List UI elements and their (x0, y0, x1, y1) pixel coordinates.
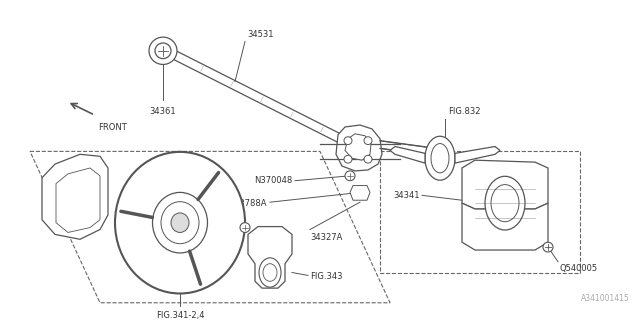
Ellipse shape (152, 192, 207, 253)
Text: FIG.343: FIG.343 (310, 272, 342, 281)
Text: A341001415: A341001415 (581, 294, 630, 303)
Text: 98788A: 98788A (234, 199, 267, 208)
Ellipse shape (425, 136, 455, 180)
Text: 34327A: 34327A (310, 233, 342, 243)
Circle shape (149, 37, 177, 64)
Text: 34531: 34531 (247, 30, 273, 39)
Text: 34361: 34361 (150, 108, 176, 116)
Polygon shape (390, 147, 425, 163)
Circle shape (344, 137, 352, 145)
Ellipse shape (115, 152, 245, 293)
Circle shape (364, 137, 372, 145)
Text: 34341: 34341 (394, 191, 420, 200)
Ellipse shape (485, 176, 525, 230)
Polygon shape (336, 125, 382, 171)
Polygon shape (455, 147, 500, 163)
Circle shape (240, 223, 250, 232)
Ellipse shape (171, 213, 189, 232)
Polygon shape (462, 203, 548, 250)
Text: FIG.832: FIG.832 (448, 107, 481, 116)
Circle shape (344, 155, 352, 163)
Polygon shape (350, 186, 370, 200)
Polygon shape (248, 227, 292, 288)
Text: N370048: N370048 (253, 176, 292, 185)
Text: FIG.341-2,4: FIG.341-2,4 (156, 311, 204, 320)
Circle shape (345, 171, 355, 181)
Polygon shape (42, 154, 108, 239)
Polygon shape (56, 168, 100, 232)
Circle shape (364, 155, 372, 163)
Polygon shape (170, 50, 354, 148)
Circle shape (543, 242, 553, 252)
Text: Q540005: Q540005 (560, 264, 598, 273)
Text: FRONT: FRONT (98, 123, 127, 132)
Polygon shape (345, 134, 371, 160)
Polygon shape (462, 160, 548, 209)
